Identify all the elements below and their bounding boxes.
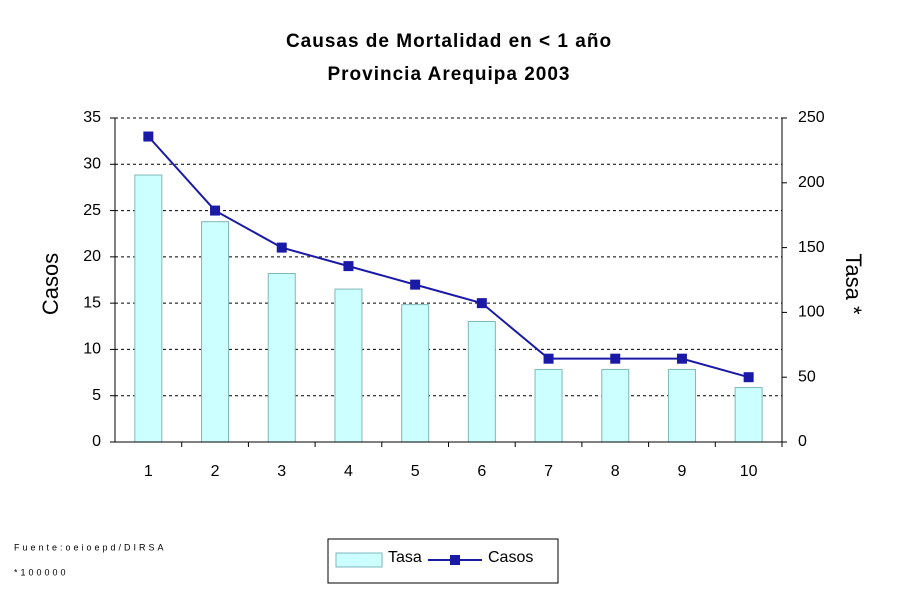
x-tick-label: 5 — [411, 463, 420, 480]
marker — [210, 205, 221, 216]
bar — [201, 221, 230, 443]
bar — [667, 368, 696, 443]
x-tick-label: 7 — [544, 463, 553, 480]
bar — [734, 387, 763, 443]
marker — [143, 131, 154, 142]
y2-axis-title: Tasa * — [841, 253, 866, 315]
y-tick-label: 10 — [83, 341, 101, 358]
y-tick-label: 25 — [83, 202, 101, 219]
y-tick-label: 20 — [83, 248, 101, 265]
bar — [334, 288, 363, 443]
marker — [276, 242, 287, 253]
y-tick-label: 35 — [83, 109, 101, 126]
y2-tick-label: 0 — [798, 433, 807, 450]
y2-tick-label: 150 — [798, 239, 825, 256]
y-tick-label: 30 — [83, 156, 101, 173]
x-tick-label: 9 — [677, 463, 686, 480]
x-tick-label: 8 — [611, 463, 620, 480]
y2-tick-label: 250 — [798, 109, 825, 126]
marker — [410, 279, 421, 290]
legend-swatch — [335, 552, 383, 568]
marker — [743, 372, 754, 383]
marker — [676, 353, 687, 364]
x-tick-label: 3 — [277, 463, 286, 480]
x-tick-label: 2 — [211, 463, 220, 480]
legend-label: Tasa — [388, 549, 422, 566]
marker — [610, 353, 621, 364]
bar — [401, 304, 430, 443]
bar — [134, 174, 163, 443]
footnote: *100000 — [14, 567, 69, 577]
y-tick-label: 15 — [83, 294, 101, 311]
x-tick-label: 6 — [477, 463, 486, 480]
x-tick-label: 1 — [144, 463, 153, 480]
marker — [343, 261, 354, 272]
y-tick-label: 0 — [92, 433, 101, 450]
marker — [543, 353, 554, 364]
x-tick-label: 10 — [740, 463, 758, 480]
legend-marker — [450, 555, 460, 565]
source-note: Fuente:oeioepd/DIRSA — [14, 542, 167, 552]
y-axis-title: Casos — [38, 253, 63, 315]
bar — [534, 368, 563, 443]
bar — [601, 368, 630, 443]
chart-subtitle: Provincia Arequipa 2003 — [327, 64, 570, 85]
line — [147, 135, 749, 379]
y-tick-label: 5 — [92, 387, 101, 404]
legend-label: Casos — [488, 549, 533, 566]
marker — [476, 298, 487, 309]
y2-tick-label: 100 — [798, 304, 825, 321]
chart-title: Causas de Mortalidad en < 1 año — [286, 31, 612, 52]
y2-tick-label: 50 — [798, 368, 816, 385]
x-tick-label: 4 — [344, 463, 353, 480]
bar — [267, 273, 296, 443]
y2-tick-label: 200 — [798, 174, 825, 191]
bar — [467, 320, 496, 443]
